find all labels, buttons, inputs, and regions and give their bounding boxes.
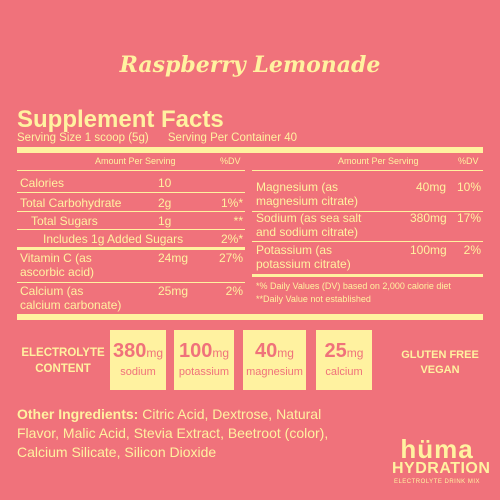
nutrient-dv: 2% bbox=[225, 284, 243, 298]
nutrient-name: Includes 1g Added Sugars bbox=[43, 232, 184, 246]
ingredients-label: Other Ingredients: bbox=[17, 406, 139, 422]
left-amount-header: Amount Per Serving bbox=[95, 156, 176, 166]
brand-logo: hüma HYDRATION ELECTROLYTE DRINK MIX bbox=[392, 434, 491, 485]
electrolyte-name: magnesium bbox=[246, 366, 303, 378]
nutrient-amount: 40mg bbox=[416, 180, 447, 194]
electrolyte-label: ELECTROLYTE CONTENT bbox=[18, 345, 108, 377]
nutrient-name: Calories bbox=[20, 176, 65, 190]
brand-hydration: HYDRATION bbox=[392, 460, 491, 477]
nutrient-amount: 1g bbox=[158, 214, 172, 228]
thick-rule bbox=[17, 147, 483, 153]
electrolyte-value: 40 bbox=[255, 340, 278, 362]
electrolyte-name: calcium bbox=[325, 366, 363, 378]
electrolyte-unit: mg bbox=[146, 346, 164, 360]
nutrient-amount: 100mg bbox=[410, 243, 447, 257]
brand-name: hüma bbox=[400, 434, 474, 464]
electrolyte-unit: mg bbox=[277, 346, 294, 360]
divider bbox=[252, 170, 483, 171]
electrolyte-label-line2: CONTENT bbox=[35, 363, 91, 375]
nutrient-dv: 2%* bbox=[220, 232, 243, 246]
divider bbox=[17, 192, 245, 193]
thick-rule bbox=[252, 274, 483, 277]
nutrient-name-line2: magnesium citrate) bbox=[256, 194, 359, 208]
serving-size: Serving Size 1 scoop (5g) bbox=[17, 132, 149, 144]
divider bbox=[17, 170, 245, 171]
nutrient-name: Total Carbohydrate bbox=[20, 196, 122, 210]
other-ingredients: Other Ingredients: Citric Acid, Dextrose… bbox=[17, 405, 357, 462]
nutrient-dv: ** bbox=[233, 214, 243, 228]
nutrient-name: Total Sugars bbox=[31, 214, 98, 228]
product-title: Raspberry Lemonade bbox=[119, 52, 381, 78]
supplement-facts-heading: Supplement Facts bbox=[17, 106, 224, 133]
thick-rule bbox=[17, 247, 245, 250]
nutrient-name-line2: potassium citrate) bbox=[256, 257, 351, 271]
nutrient-name: Magnesium (as bbox=[256, 180, 339, 194]
nutrient-amount: 24mg bbox=[158, 251, 189, 265]
nutrient-amount: 380mg bbox=[410, 211, 447, 225]
nutrient-amount: 25mg bbox=[158, 284, 189, 298]
electrolyte-value: 25 bbox=[324, 340, 347, 362]
serving-info: Serving Size 1 scoop (5g) Serving Per Co… bbox=[17, 132, 313, 144]
divider bbox=[17, 282, 245, 283]
nutrient-dv: 2% bbox=[463, 243, 481, 257]
electrolyte-value: 380 bbox=[112, 340, 147, 362]
electrolyte-name: sodium bbox=[120, 366, 156, 378]
electrolyte-value: 100 bbox=[178, 340, 213, 362]
nutrient-amount: 2g bbox=[158, 196, 172, 210]
nutrient-name-line2: ascorbic acid) bbox=[20, 265, 95, 279]
nutrient-name: Potassium (as bbox=[256, 243, 333, 257]
divider bbox=[17, 211, 245, 212]
thick-rule bbox=[17, 314, 483, 320]
left-dv-header: %DV bbox=[220, 156, 241, 166]
ingredients-text: Citric Acid, Dextrose, Natural Flavor, M… bbox=[17, 406, 329, 460]
nutrient-name-line2: calcium carbonate) bbox=[20, 298, 122, 312]
brand-tagline: ELECTROLYTE DRINK MIX bbox=[393, 479, 481, 485]
electrolyte-box-sodium: 380mg sodium bbox=[110, 330, 166, 390]
electrolyte-unit: mg bbox=[346, 346, 364, 360]
nutrient-amount: 10 bbox=[158, 176, 172, 190]
gluten-free-badge: GLUTEN FREE bbox=[401, 349, 479, 361]
electrolyte-box-magnesium: 40mg magnesium bbox=[243, 330, 306, 390]
nutrient-dv: 27% bbox=[218, 251, 243, 265]
right-amount-header: Amount Per Serving bbox=[338, 156, 419, 166]
diet-badges: GLUTEN FREE VEGAN bbox=[398, 348, 482, 378]
nutrient-name: Sodium (as sea salt bbox=[256, 211, 362, 225]
right-dv-header: %DV bbox=[458, 156, 479, 166]
divider bbox=[252, 211, 483, 212]
electrolyte-box-potassium: 100mg potassium bbox=[174, 330, 234, 390]
footnote-not-established: **Daily Value not established bbox=[256, 294, 371, 304]
electrolyte-label-line1: ELECTROLYTE bbox=[21, 347, 105, 359]
nutrient-name: Calcium (as bbox=[20, 284, 84, 298]
nutrient-dv: 10% bbox=[456, 180, 481, 194]
nutrient-dv: 1%* bbox=[220, 196, 243, 210]
nutrient-name: Vitamin C (as bbox=[20, 251, 92, 265]
divider bbox=[17, 229, 245, 230]
vegan-badge: VEGAN bbox=[420, 364, 460, 376]
footnote-dv: *% Daily Values (DV) based on 2,000 calo… bbox=[256, 281, 451, 291]
electrolyte-name: potassium bbox=[178, 366, 230, 378]
electrolyte-unit: mg bbox=[212, 346, 230, 360]
divider bbox=[252, 241, 483, 242]
nutrient-name-line2: and sodium citrate) bbox=[256, 225, 359, 239]
servings-per-container: Serving Per Container 40 bbox=[167, 132, 298, 144]
electrolyte-box-calcium: 25mg calcium bbox=[316, 330, 372, 390]
nutrient-dv: 17% bbox=[456, 211, 481, 225]
